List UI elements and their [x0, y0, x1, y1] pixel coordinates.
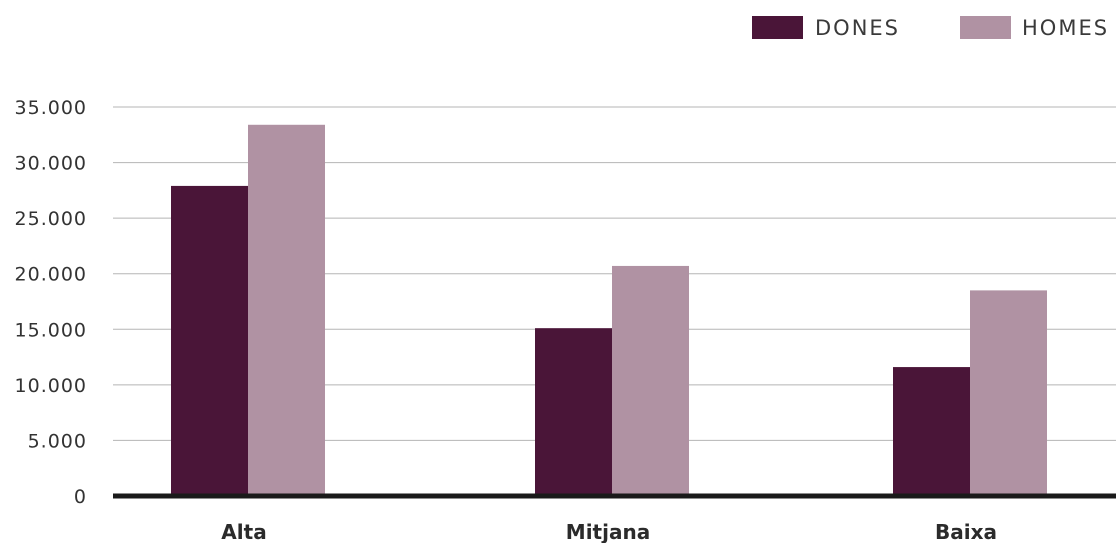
legend-swatch-homes	[960, 16, 1011, 39]
legend-label-dones: DONES	[815, 16, 900, 40]
y-tick-label: 5.000	[28, 430, 87, 452]
bar-dones-baixa	[893, 367, 970, 496]
y-tick-label: 0	[74, 486, 87, 508]
bar-dones-mitjana	[535, 328, 612, 496]
bar-homes-baixa	[970, 290, 1047, 496]
bar-homes-alta	[248, 124, 325, 496]
bar-dones-alta	[171, 185, 248, 496]
x-tick-label: Alta	[221, 520, 266, 543]
y-tick-label: 25.000	[15, 208, 87, 230]
legend: DONES HOMES	[752, 16, 1109, 40]
bar-homes-mitjana	[612, 265, 689, 496]
y-tick-label: 35.000	[15, 97, 87, 119]
y-tick-label: 20.000	[15, 264, 87, 286]
x-tick-label: Mitjana	[566, 520, 650, 543]
y-tick-label: 30.000	[15, 153, 87, 175]
y-tick-label: 15.000	[15, 319, 87, 341]
x-tick-label: Baixa	[935, 520, 997, 543]
y-tick-label: 10.000	[15, 375, 87, 397]
bars	[171, 124, 1047, 496]
y-axis-ticks: 0 5.000 10.000 15.000 20.000 25.000 30.000 35.0…	[15, 97, 87, 508]
legend-swatch-dones	[752, 16, 803, 39]
legend-label-homes: HOMES	[1022, 16, 1109, 40]
x-axis-labels: Alta Mitjana Baixa	[221, 520, 997, 543]
